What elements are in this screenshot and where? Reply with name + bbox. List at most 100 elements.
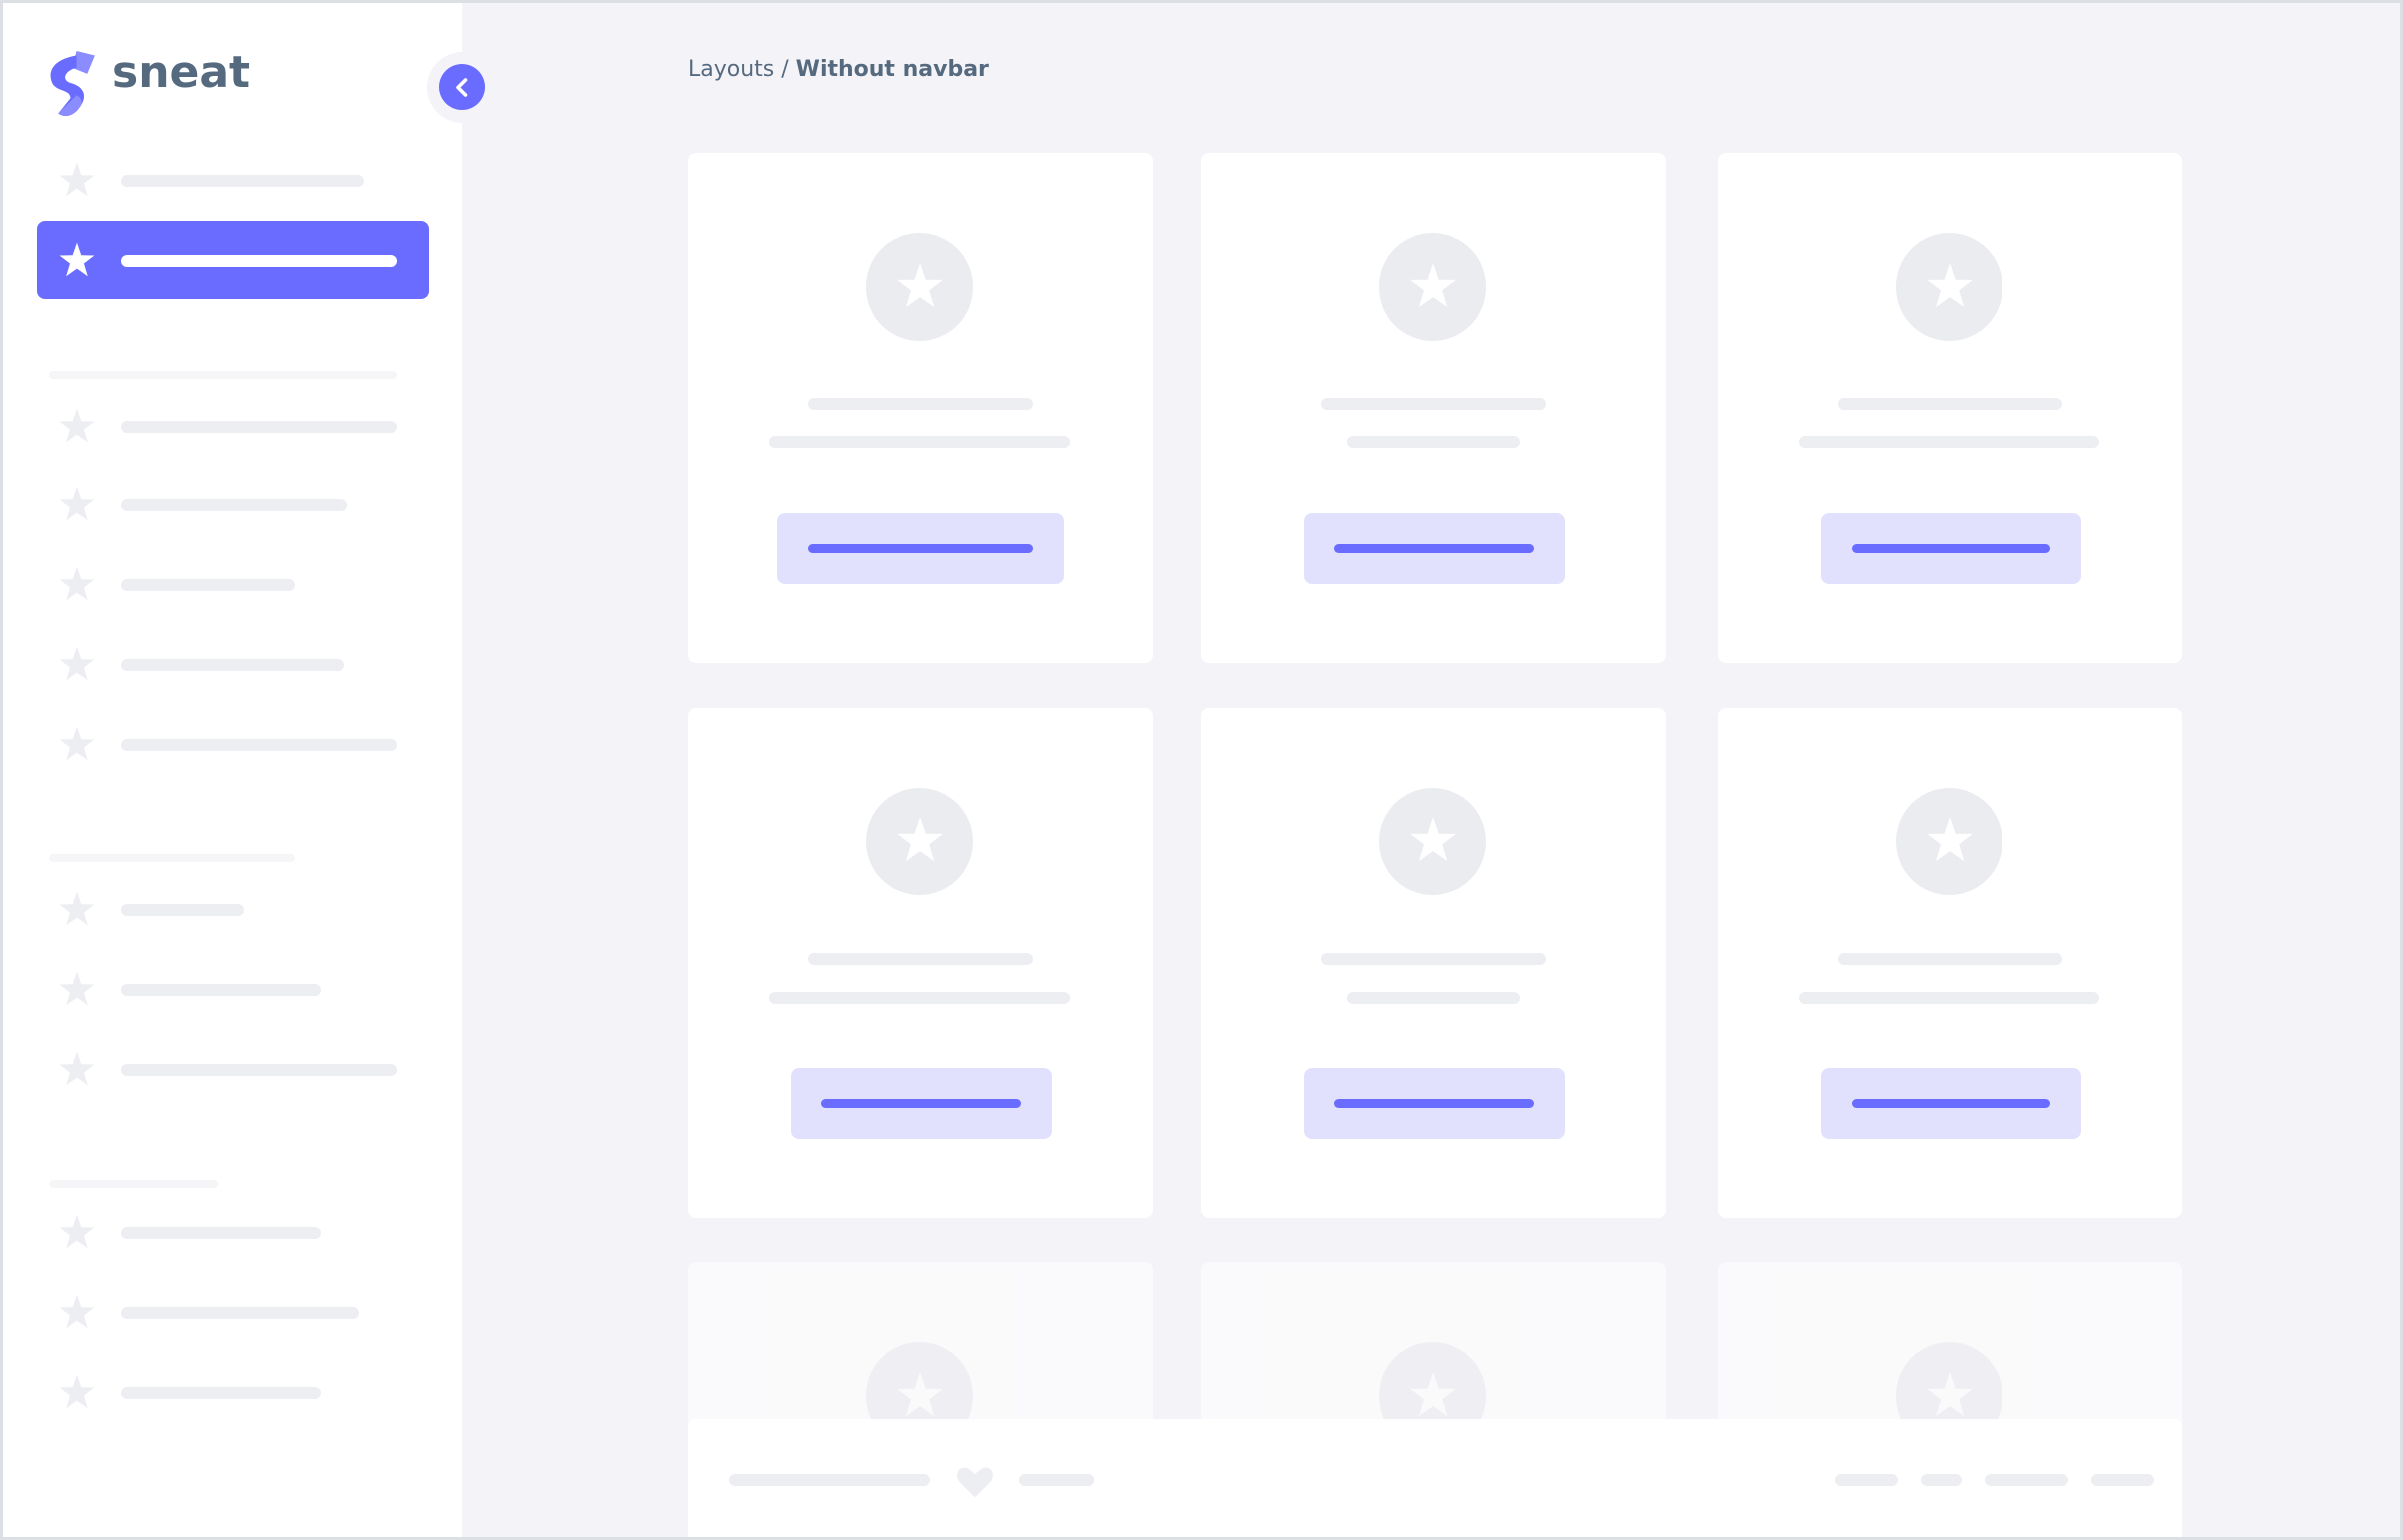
- sidebar-item-label-placeholder: [121, 904, 244, 917]
- sidebar-item[interactable]: [46, 150, 429, 211]
- star-icon: [57, 890, 97, 930]
- sidebar-item[interactable]: [46, 475, 429, 536]
- sidebar-item[interactable]: [46, 1362, 429, 1423]
- card-title-placeholder: [1837, 953, 2063, 966]
- card-action-button[interactable]: [1820, 1068, 2081, 1140]
- footer-link-placeholder[interactable]: [1985, 1474, 2068, 1486]
- sidebar-item[interactable]: [46, 1203, 429, 1264]
- card-action-button[interactable]: [790, 1068, 1052, 1140]
- star-icon: [1407, 1370, 1459, 1422]
- card-title-placeholder: [807, 953, 1034, 966]
- sidebar-item-label-placeholder: [121, 254, 398, 267]
- sidebar-section-divider: [49, 1179, 218, 1188]
- button-label-placeholder: [1334, 1099, 1534, 1109]
- star-icon: [57, 725, 97, 765]
- card-action-button[interactable]: [1303, 1068, 1565, 1140]
- sidebar-item-label-placeholder: [121, 1227, 321, 1240]
- star-icon: [57, 1050, 97, 1090]
- breadcrumb-separator: /: [781, 57, 789, 82]
- breadcrumb-current: Without navbar: [795, 57, 989, 82]
- sidebar-item[interactable]: [46, 396, 429, 457]
- breadcrumb: Layouts / Without navbar: [688, 57, 989, 83]
- star-icon: [894, 261, 946, 313]
- star-icon: [894, 1370, 946, 1422]
- sidebar-item-label-placeholder: [121, 420, 398, 433]
- star-icon: [57, 485, 97, 525]
- button-label-placeholder: [1851, 543, 2051, 553]
- sidebar-item-label-placeholder: [121, 1386, 321, 1399]
- star-icon: [57, 407, 97, 447]
- card-avatar: [866, 233, 974, 341]
- card-action-button[interactable]: [1820, 512, 2081, 584]
- sidebar: sneat: [0, 0, 462, 1540]
- sidebar-item[interactable]: [46, 714, 429, 775]
- sidebar-item-label-placeholder: [121, 658, 344, 671]
- star-icon: [57, 1213, 97, 1253]
- sidebar-item-label-placeholder: [121, 1306, 359, 1319]
- button-label-placeholder: [807, 543, 1034, 553]
- card-title-placeholder: [1320, 953, 1547, 966]
- card-title-placeholder: [807, 397, 1034, 410]
- star-icon: [1407, 261, 1459, 313]
- button-label-placeholder: [821, 1099, 1021, 1109]
- footer-link-placeholder[interactable]: [1019, 1474, 1094, 1486]
- card-title-placeholder: [1837, 397, 2063, 410]
- footer-link-placeholder[interactable]: [1835, 1474, 1898, 1486]
- brand-name[interactable]: sneat: [112, 47, 251, 98]
- card-avatar: [1896, 233, 2003, 341]
- card-subtitle-placeholder: [1346, 436, 1521, 449]
- star-icon: [1924, 1370, 1976, 1422]
- sidebar-item-label-placeholder: [121, 1063, 398, 1076]
- card: [688, 707, 1153, 1218]
- button-label-placeholder: [1851, 1099, 2051, 1109]
- footer-text-placeholder: [729, 1474, 930, 1486]
- card: [1202, 153, 1666, 664]
- star-icon: [1407, 815, 1459, 867]
- star-icon: [57, 161, 97, 201]
- card-action-button[interactable]: [1303, 512, 1565, 584]
- collapse-sidebar-button[interactable]: [439, 64, 485, 110]
- card-avatar: [1379, 787, 1487, 896]
- sidebar-item[interactable]: [46, 555, 429, 616]
- card: [1202, 707, 1666, 1218]
- star-icon: [894, 815, 946, 867]
- card-title-placeholder: [1320, 397, 1547, 410]
- star-icon: [1924, 815, 1976, 867]
- card-subtitle-placeholder: [1799, 991, 2100, 1004]
- card: [1718, 153, 2182, 664]
- sidebar-item-label-placeholder: [121, 499, 347, 512]
- star-icon: [57, 1373, 97, 1413]
- footer-link-placeholder[interactable]: [2091, 1474, 2154, 1486]
- sidebar-section-divider: [49, 853, 295, 862]
- sidebar-item[interactable]: [46, 1039, 429, 1100]
- card-subtitle-placeholder: [769, 991, 1071, 1004]
- sidebar-item-active-content[interactable]: [46, 230, 429, 291]
- card-avatar: [866, 787, 974, 896]
- card-action-button[interactable]: [777, 512, 1064, 584]
- card: [1718, 707, 2182, 1218]
- sidebar-item-label-placeholder: [121, 984, 321, 997]
- card-subtitle-placeholder: [769, 436, 1071, 449]
- chevron-left-icon: [455, 77, 467, 97]
- star-icon: [57, 1293, 97, 1333]
- sidebar-item-label-placeholder: [121, 174, 364, 187]
- sidebar-item[interactable]: [46, 960, 429, 1021]
- star-icon: [57, 241, 97, 281]
- card-subtitle-placeholder: [1346, 991, 1521, 1004]
- footer-link-placeholder[interactable]: [1921, 1474, 1962, 1486]
- sidebar-section-divider: [49, 371, 398, 380]
- footer: [688, 1419, 2182, 1540]
- star-icon: [1924, 261, 1976, 313]
- card: [688, 153, 1153, 664]
- sidebar-item[interactable]: [46, 880, 429, 941]
- star-icon: [57, 565, 97, 605]
- breadcrumb-parent[interactable]: Layouts: [688, 57, 775, 82]
- star-icon: [57, 645, 97, 685]
- card-avatar: [1896, 787, 2003, 896]
- card-subtitle-placeholder: [1799, 436, 2100, 449]
- sidebar-item[interactable]: [46, 634, 429, 695]
- sidebar-item[interactable]: [46, 1282, 429, 1343]
- sneat-logo-icon[interactable]: [43, 46, 101, 120]
- sidebar-item-label-placeholder: [121, 738, 398, 751]
